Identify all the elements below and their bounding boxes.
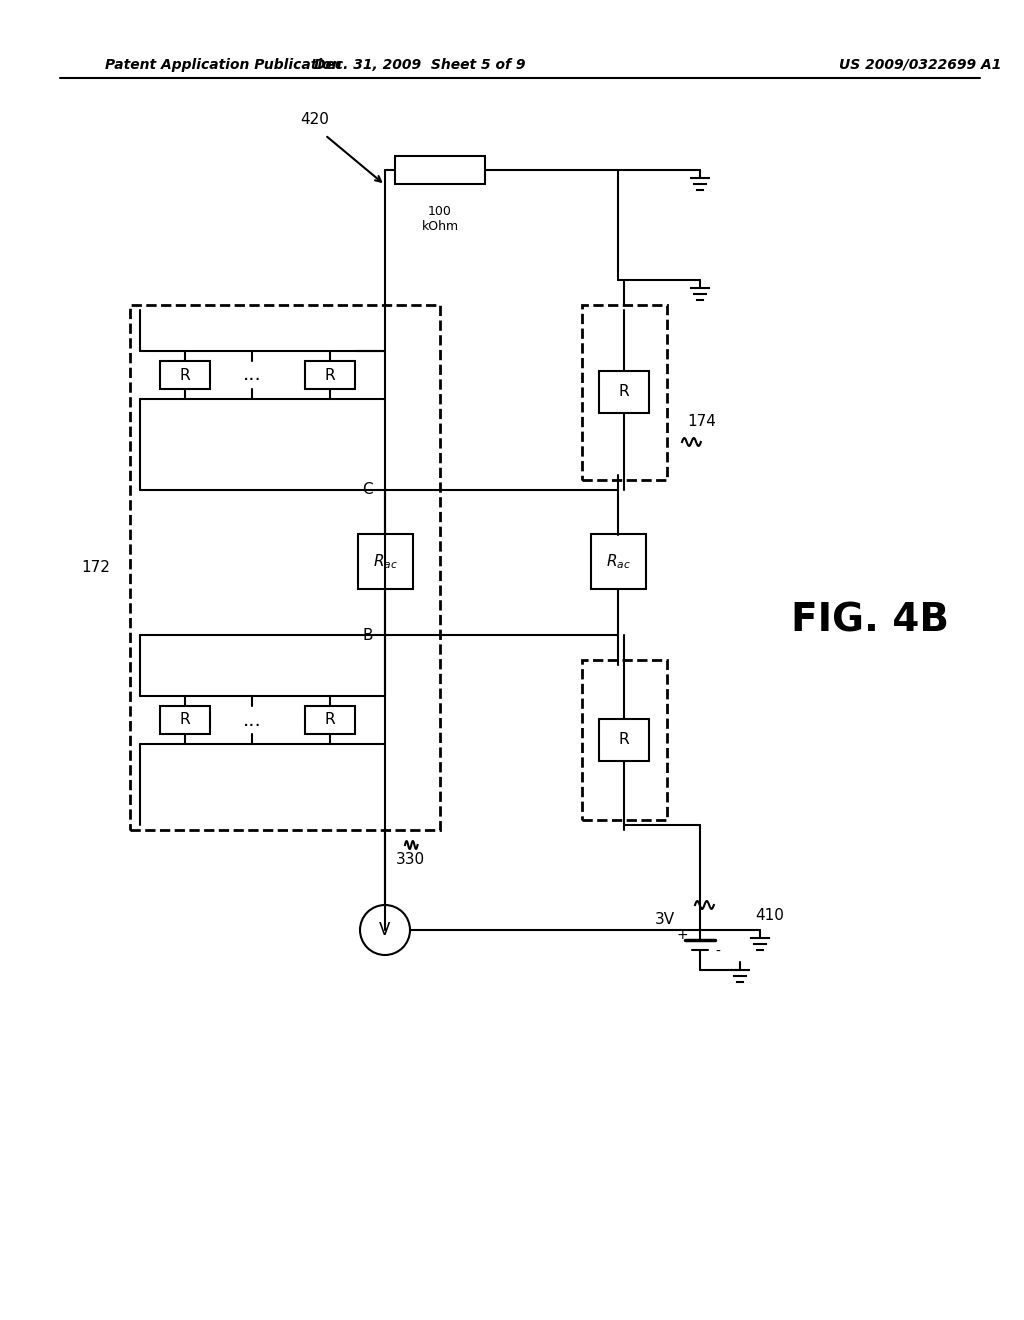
Text: R: R [618,384,630,400]
Bar [160,360,210,389]
Text: 420: 420 [301,112,330,128]
Text: +: + [676,928,688,942]
Text: Dec. 31, 2009  Sheet 5 of 9: Dec. 31, 2009 Sheet 5 of 9 [314,58,525,73]
Bar [395,156,485,183]
Bar [305,706,355,734]
Text: R: R [618,733,630,747]
Bar [591,535,646,589]
Text: 330: 330 [395,853,425,867]
Text: R: R [179,367,190,383]
Text: Patent Application Publication: Patent Application Publication [105,58,341,73]
Text: ...: ... [243,710,261,730]
Text: 3V: 3V [655,912,675,928]
Text: R: R [179,713,190,727]
Text: C: C [362,483,373,498]
Bar [305,360,355,389]
Text: ...: ... [243,366,261,384]
Text: -: - [716,945,721,960]
Bar [599,719,649,762]
Bar [582,660,667,820]
Text: $R_{ac}$: $R_{ac}$ [605,553,631,572]
Text: 174: 174 [687,414,716,429]
Text: 100
kOhm: 100 kOhm [422,205,459,234]
Bar [599,371,649,413]
Text: 172: 172 [81,560,110,574]
Text: FIG. 4B: FIG. 4B [791,601,949,639]
Bar [160,706,210,734]
Text: R: R [325,367,335,383]
Text: V: V [379,921,391,939]
Text: $R_{ac}$: $R_{ac}$ [373,553,397,572]
Text: US 2009/0322699 A1: US 2009/0322699 A1 [839,58,1001,73]
Text: B: B [362,627,373,643]
Text: R: R [325,713,335,727]
Bar [130,305,440,830]
Text: 410: 410 [755,908,784,923]
Bar [358,535,413,589]
Bar [582,305,667,480]
